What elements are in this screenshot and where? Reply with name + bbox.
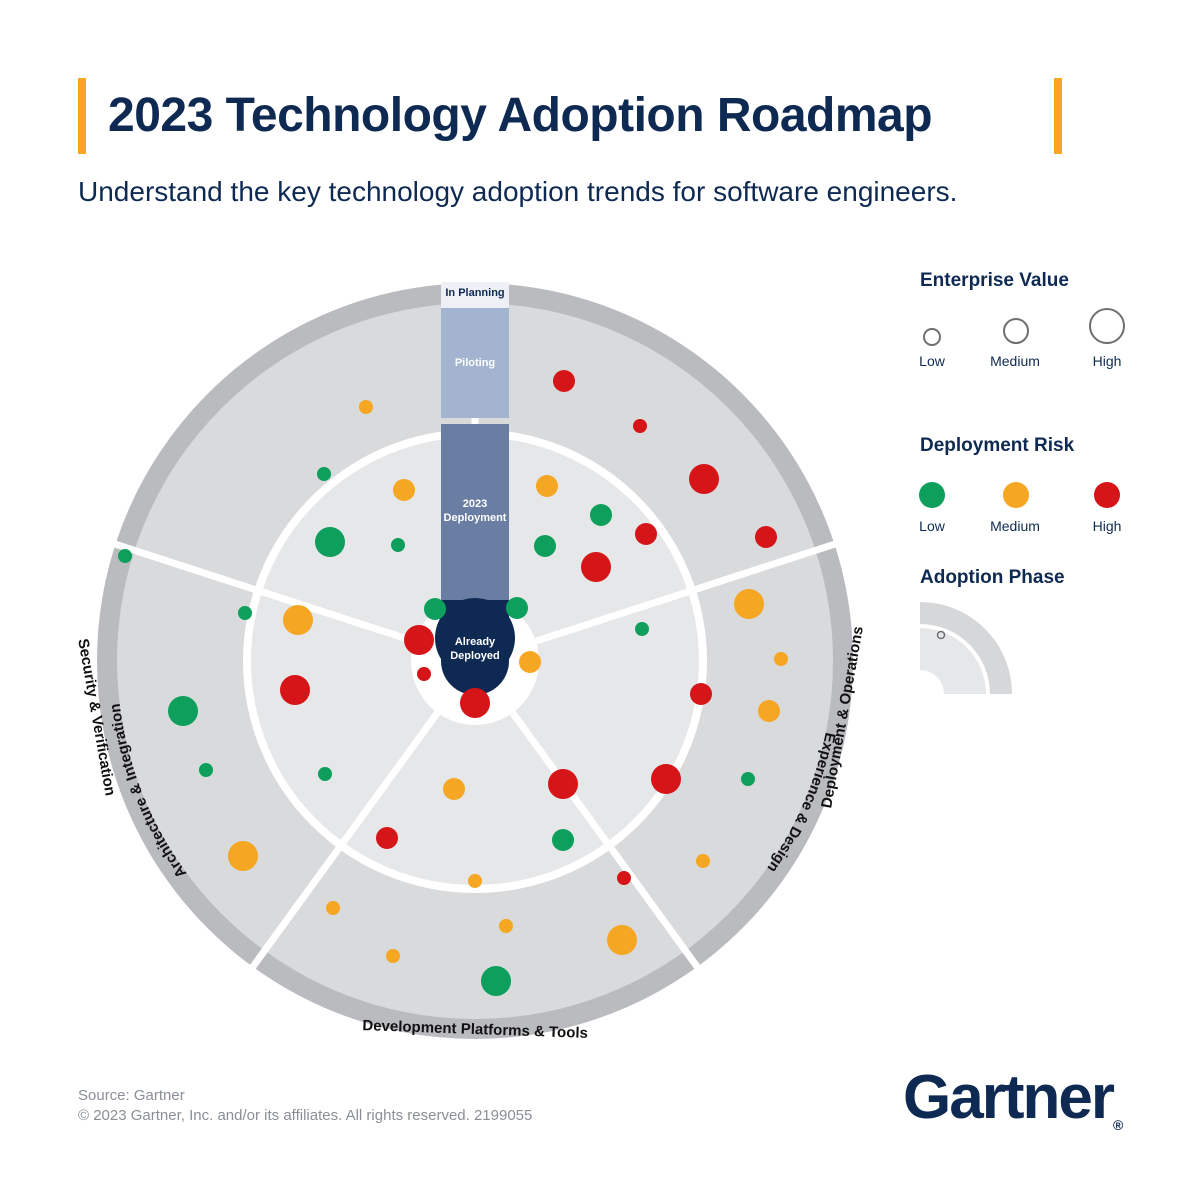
technology-dot [326, 901, 340, 915]
gartner-logo: Gartner® [903, 1062, 1123, 1133]
technology-dot [519, 651, 541, 673]
risk-medium-label: Medium [990, 518, 1040, 534]
technology-dot [393, 479, 415, 501]
technology-dot [228, 841, 258, 871]
sector-divider [248, 710, 441, 971]
technology-dot [734, 589, 764, 619]
technology-dot [774, 652, 788, 666]
technology-dot [315, 527, 345, 557]
legend-adoption-phase-title: Adoption Phase [920, 567, 1065, 588]
logo-registered-mark: ® [1112, 1117, 1124, 1133]
technology-dot [443, 778, 465, 800]
technology-dot [696, 854, 710, 868]
risk-medium-dot [1003, 482, 1029, 508]
in-planning-box [441, 282, 509, 308]
legend-enterprise-value-circles [923, 308, 1125, 346]
value-medium-label: Medium [990, 353, 1040, 369]
technology-dot [758, 700, 780, 722]
title-accent-right [1054, 78, 1062, 154]
piloting-box [441, 308, 509, 418]
deployed-core [435, 598, 515, 678]
value-low-label: Low [919, 353, 945, 369]
technology-dot [536, 475, 558, 497]
legend-risk-circles [919, 482, 1120, 508]
source-note: Source: Gartner [78, 1087, 185, 1104]
page-title: 2023 Technology Adoption Roadmap [108, 89, 933, 142]
in-planning-label: In Planning [445, 287, 504, 299]
technology-dot [118, 549, 132, 563]
technology-dot [590, 504, 612, 526]
phase-sample-dot [936, 630, 946, 640]
technology-dot [468, 874, 482, 888]
technology-dot [317, 467, 331, 481]
technology-dot [283, 605, 313, 635]
technology-dot [548, 769, 578, 799]
logo-text: Gartner [903, 1063, 1115, 1132]
deployment-box [441, 424, 509, 602]
technology-dot [238, 606, 252, 620]
technology-dot [553, 370, 575, 392]
technology-dot [404, 625, 434, 655]
technology-dot [635, 622, 649, 636]
technology-dot [506, 597, 528, 619]
technology-dot [741, 772, 755, 786]
risk-high-dot [1094, 482, 1120, 508]
technology-dot [460, 688, 490, 718]
deployment-label-line1: 2023 [463, 498, 487, 510]
technology-dot [651, 764, 681, 794]
technology-dot [635, 523, 657, 545]
value-medium-circle [1003, 318, 1029, 344]
technology-dot [417, 667, 431, 681]
technology-dot [689, 464, 719, 494]
technology-dot [617, 871, 631, 885]
technology-dot [481, 966, 511, 996]
technology-dot [499, 919, 513, 933]
technology-dot [581, 552, 611, 582]
sector-divider [509, 710, 702, 971]
risk-high-label: High [1092, 518, 1122, 534]
technology-dot [318, 767, 332, 781]
phase-inner-quadrant [920, 670, 944, 694]
copyright-note: © 2023 Gartner, Inc. and/or its affiliat… [78, 1107, 533, 1124]
technology-dot [633, 419, 647, 433]
risk-low-dot [919, 482, 945, 508]
technology-dot [424, 598, 446, 620]
deployed-label-line2: Deployed [450, 650, 500, 662]
technology-dot [534, 535, 556, 557]
technology-dot [690, 683, 712, 705]
value-low-circle [923, 328, 941, 346]
legend-adoption-phase-graphic [920, 602, 1012, 694]
technology-dot [359, 400, 373, 414]
technology-dots [118, 370, 788, 996]
technology-dot [386, 949, 400, 963]
value-high-label: High [1092, 353, 1122, 369]
phase-column: In Planning Piloting 2023 Deployment Alr… [435, 282, 515, 695]
piloting-label: Piloting [455, 357, 495, 369]
technology-dot [168, 696, 198, 726]
page-subtitle: Understand the key technology adoption t… [78, 176, 958, 207]
deployment-label-line2: Deployment [444, 512, 507, 524]
technology-dot [199, 763, 213, 777]
technology-dot [607, 925, 637, 955]
technology-dot [552, 829, 574, 851]
risk-low-label: Low [919, 518, 945, 534]
deployed-label-line1: Already [455, 636, 496, 648]
legend-deployment-risk-title: Deployment Risk [920, 435, 1075, 456]
technology-dot [391, 538, 405, 552]
legend-enterprise-value-title: Enterprise Value [920, 270, 1069, 291]
value-high-circle [1089, 308, 1125, 344]
title-accent-left [78, 78, 86, 154]
technology-dot [755, 526, 777, 548]
technology-dot [376, 827, 398, 849]
sector-divider [534, 540, 838, 645]
sector-divider [112, 540, 416, 645]
technology-dot [280, 675, 310, 705]
